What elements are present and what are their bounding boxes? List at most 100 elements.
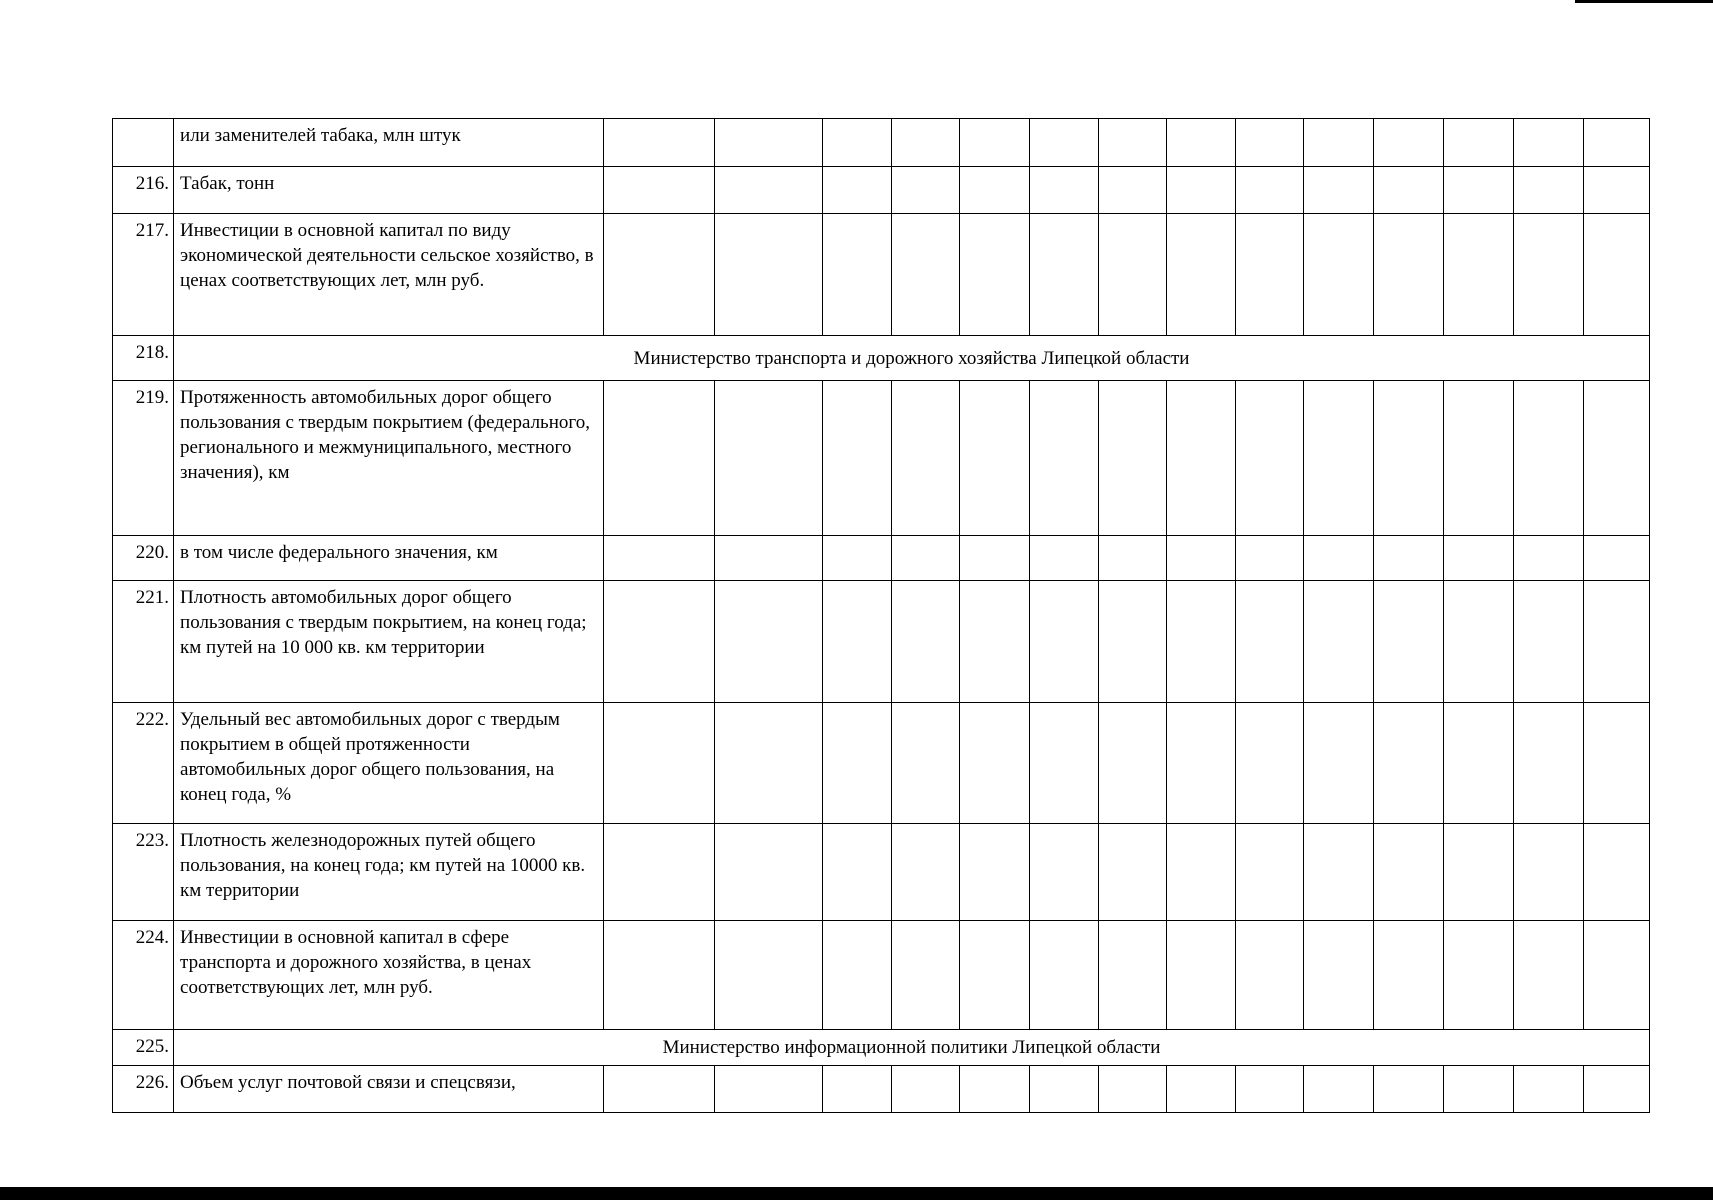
value-cell [714,920,824,1030]
value-cell [1028,823,1099,921]
row-number: 217. [111,213,175,336]
value-cell [1512,1065,1584,1113]
value-cell [714,535,824,581]
value-cell [1028,580,1099,703]
value-cell [1097,166,1167,214]
value-cell [1442,702,1514,824]
value-cell [822,823,893,921]
value-cell [1582,166,1651,214]
value-cell [959,213,1030,336]
row-number [111,118,175,167]
indicator-name: Протяженность автомобильных дорог общего… [173,380,605,536]
value-cell [1234,580,1304,703]
value-cell [1442,118,1514,167]
section-heading: Министерство информационной политики Лип… [173,1029,1650,1066]
value-cell [603,823,716,921]
row-number: 225. [111,1029,175,1066]
value-cell [1512,535,1584,581]
value-cell [1165,166,1236,214]
scan-edge-bottom [0,1187,1713,1200]
table-row: 222. Удельный вес автомобильных дорог с т… [111,702,1651,824]
value-cell [1442,920,1514,1030]
table-row: 224. Инвестиции в основной капитал в сфер… [111,920,1651,1030]
value-cell [1372,213,1444,336]
indicator-name: Инвестиции в основной капитал по виду эк… [173,213,605,336]
value-cell [822,580,893,703]
value-cell [1234,213,1304,336]
value-cell [959,535,1030,581]
value-cell [1302,580,1374,703]
value-cell [1028,535,1099,581]
value-cell [1302,118,1374,167]
value-cell [1512,702,1584,824]
value-cell [714,1065,824,1113]
value-cell [714,580,824,703]
value-cell [1582,213,1651,336]
value-cell [822,380,893,536]
value-cell [1302,1065,1374,1113]
value-cell [891,580,961,703]
value-cell [1165,920,1236,1030]
table-row: 223. Плотность железнодорожных путей обще… [111,823,1651,921]
value-cell [1512,166,1584,214]
value-cell [1097,823,1167,921]
value-cell [891,920,961,1030]
value-cell [891,166,961,214]
value-cell [1372,535,1444,581]
value-cell [1582,920,1651,1030]
scan-edge-top [1575,0,1713,3]
value-cell [1512,920,1584,1030]
row-number: 218. [111,335,175,381]
value-cell [603,702,716,824]
value-cell [1302,535,1374,581]
value-cell [1372,580,1444,703]
value-cell [959,920,1030,1030]
value-cell [1234,920,1304,1030]
indicator-name: Инвестиции в основной капитал в сфере тр… [173,920,605,1030]
value-cell [1165,535,1236,581]
value-cell [1442,166,1514,214]
value-cell [1372,166,1444,214]
value-cell [1582,1065,1651,1113]
value-cell [891,380,961,536]
table-row: 219. Протяженность автомобильных дорог об… [111,380,1651,536]
value-cell [822,920,893,1030]
value-cell [1512,213,1584,336]
value-cell [1165,118,1236,167]
value-cell [603,580,716,703]
row-number: 224. [111,920,175,1030]
value-cell [1234,823,1304,921]
table-row: 216. Табак, тонн [111,166,1651,214]
value-cell [822,213,893,336]
value-cell [1165,580,1236,703]
value-cell [822,166,893,214]
value-cell [603,380,716,536]
value-cell [1234,380,1304,536]
value-cell [1234,1065,1304,1113]
value-cell [1372,380,1444,536]
value-cell [1165,380,1236,536]
value-cell [714,823,824,921]
value-cell [1165,823,1236,921]
value-cell [1582,118,1651,167]
value-cell [1512,580,1584,703]
value-cell [603,1065,716,1113]
value-cell [959,823,1030,921]
value-cell [1097,118,1167,167]
value-cell [822,118,893,167]
value-cell [959,166,1030,214]
value-cell [1028,118,1099,167]
value-cell [822,702,893,824]
value-cell [714,166,824,214]
section-heading-row: 218. Министерство транспорта и дорожного … [111,335,1650,381]
table-row: или заменителей табака, млн штук [111,118,1651,167]
table-row: 217. Инвестиции в основной капитал по вид… [111,213,1651,336]
value-cell [1582,580,1651,703]
value-cell [891,1065,961,1113]
value-cell [959,380,1030,536]
value-cell [1582,535,1651,581]
value-cell [959,1065,1030,1113]
table-row: 226. Объем услуг почтовой связи и спецсвя… [111,1065,1651,1113]
value-cell [1165,1065,1236,1113]
value-cell [1097,580,1167,703]
